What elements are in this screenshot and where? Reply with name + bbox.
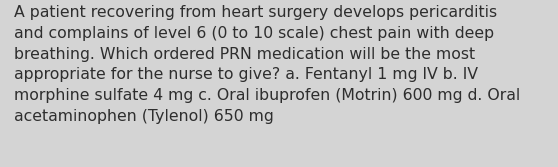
Text: A patient recovering from heart surgery develops pericarditis
and complains of l: A patient recovering from heart surgery … (14, 5, 520, 124)
